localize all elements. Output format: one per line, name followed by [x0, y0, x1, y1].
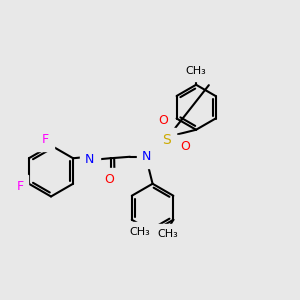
Text: H: H — [87, 149, 95, 159]
Text: F: F — [41, 133, 49, 146]
Text: CH₃: CH₃ — [186, 66, 206, 76]
Text: N: N — [142, 150, 151, 163]
Text: O: O — [158, 114, 168, 127]
Text: S: S — [162, 133, 170, 147]
Text: F: F — [16, 180, 23, 193]
Text: O: O — [104, 173, 114, 186]
Text: CH₃: CH₃ — [129, 227, 150, 237]
Text: O: O — [181, 140, 190, 153]
Text: N: N — [85, 153, 94, 166]
Text: CH₃: CH₃ — [157, 229, 178, 239]
